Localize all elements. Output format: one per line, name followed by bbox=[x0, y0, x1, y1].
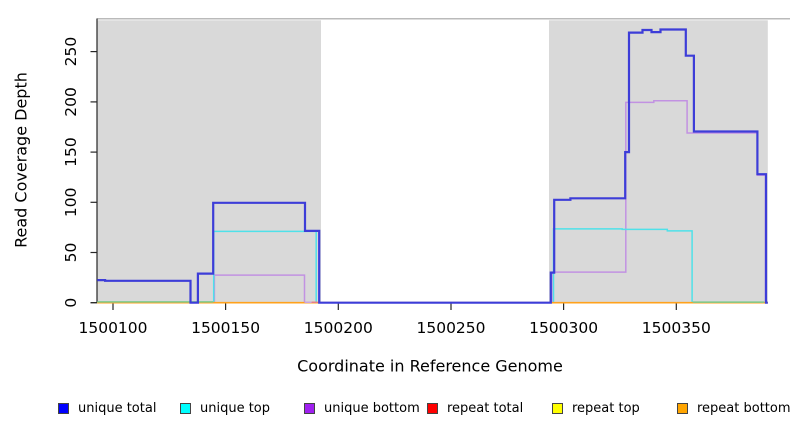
x-tick-label: 1500100 bbox=[78, 319, 147, 337]
legend-label: unique top bbox=[200, 400, 271, 416]
y-tick-label: 50 bbox=[62, 243, 80, 263]
legend-label: unique bottom bbox=[324, 400, 420, 416]
series-line-unique-total bbox=[97, 28, 768, 304]
x-tick-label: 1500150 bbox=[191, 319, 260, 337]
x-tick-label: 1500200 bbox=[304, 319, 373, 337]
y-tick-label: 0 bbox=[62, 298, 80, 308]
legend-swatch bbox=[58, 402, 69, 414]
legend-label: repeat top bbox=[572, 400, 640, 416]
chart-axis-layer: 1500100 1500150 1500200 1500250 1500300 15003… bbox=[62, 18, 768, 337]
x-tick-label: 1500250 bbox=[416, 319, 485, 337]
chart-data-layer bbox=[97, 28, 768, 304]
x-axis-title: Coordinate in Reference Genome bbox=[297, 356, 563, 376]
legend-swatch bbox=[552, 402, 563, 414]
legend-swatch bbox=[180, 402, 191, 414]
legend-label: repeat total bbox=[447, 400, 524, 416]
legend-swatch bbox=[677, 402, 688, 414]
y-tick-label: 150 bbox=[62, 137, 80, 167]
chart-background-layer bbox=[97, 18, 790, 304]
masked-region bbox=[549, 20, 768, 304]
y-axis-title: Read Coverage Depth bbox=[11, 72, 31, 248]
legend-item-unique-top: unique top bbox=[180, 399, 270, 417]
legend: unique total unique top unique bottom repea… bbox=[0, 399, 792, 419]
series-line-unique-top bbox=[97, 228, 768, 304]
y-tick-label: 200 bbox=[62, 87, 80, 117]
legend-item-unique-total: unique total bbox=[58, 399, 156, 417]
y-tick-label: 250 bbox=[62, 37, 80, 67]
y-tick-label: 100 bbox=[62, 188, 80, 218]
legend-label: unique total bbox=[78, 400, 157, 416]
x-tick-label: 1500300 bbox=[529, 319, 598, 337]
legend-item-repeat-total: repeat total bbox=[427, 399, 523, 417]
x-tick-label: 1500350 bbox=[642, 319, 711, 337]
legend-item-unique-bottom: unique bottom bbox=[304, 399, 420, 417]
masked-region bbox=[97, 20, 321, 304]
legend-swatch bbox=[304, 402, 315, 414]
legend-swatch bbox=[427, 402, 438, 414]
legend-label: repeat bottom bbox=[697, 400, 791, 416]
legend-item-repeat-top: repeat top bbox=[552, 399, 640, 417]
legend-item-repeat-bottom: repeat bottom bbox=[677, 399, 791, 417]
